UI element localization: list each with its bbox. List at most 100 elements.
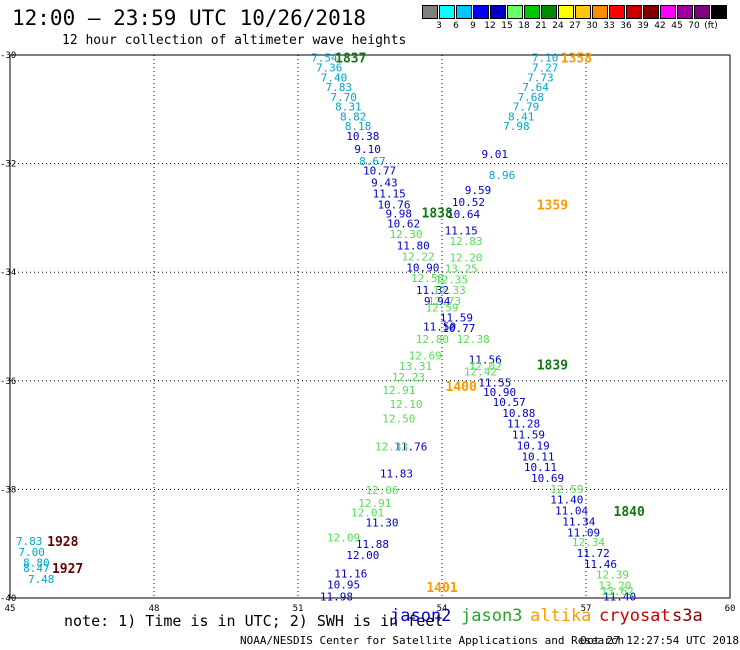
- swh-value: 13.62: [601, 585, 634, 598]
- pass-time-label: 1359: [537, 198, 568, 213]
- swh-value: 11.56: [469, 354, 502, 367]
- legend-s3a: s3a: [672, 606, 703, 626]
- swh-value: 10.11: [524, 461, 557, 474]
- colorbar-swatch: [592, 5, 608, 19]
- colorbar-swatch: [524, 5, 540, 19]
- swh-value: 11.83: [380, 468, 413, 481]
- colorbar-swatch: [643, 5, 659, 19]
- colorbar-label: 27: [569, 21, 581, 31]
- pass-time-label: 1840: [614, 505, 645, 520]
- colorbar-swatch: [422, 5, 438, 19]
- colorbar-swatch: [541, 5, 557, 19]
- swh-value: 7.40: [321, 71, 348, 84]
- y-tick-label: -36: [0, 377, 16, 387]
- swh-value: 8.80: [23, 557, 50, 570]
- swh-value: 10.77: [442, 322, 475, 335]
- swh-value: 12.06: [365, 484, 398, 497]
- swh-value: 9.98: [386, 208, 413, 221]
- swh-value: 12.91: [358, 497, 391, 510]
- pass-time-label: 1358: [561, 52, 592, 67]
- swh-value: 12.33: [375, 441, 408, 454]
- swh-value: 12.39: [596, 569, 629, 582]
- swh-value: 10.38: [346, 130, 379, 143]
- colorbar-label: 6: [453, 21, 459, 31]
- swh-value: 7.36: [316, 61, 343, 74]
- swh-value: 10.90: [483, 386, 516, 399]
- swh-value: 7.10: [532, 52, 559, 65]
- swh-value: 10.52: [452, 196, 485, 209]
- colorbar-swatch: [677, 5, 693, 19]
- note-text: note: 1) Time is in UTC; 2) SWH is in fe…: [64, 612, 444, 630]
- swh-value: 7.27: [532, 61, 559, 74]
- swh-value: 12.34: [572, 536, 605, 549]
- colorbar-label: 42: [654, 21, 666, 31]
- swh-value: 12.01: [351, 507, 384, 520]
- swh-value: 12.59: [425, 301, 458, 314]
- swh-value: 12.30: [389, 228, 422, 241]
- swh-value: 8.82: [340, 110, 367, 123]
- swh-value: 12.91: [382, 384, 415, 397]
- swh-value: 10.90: [406, 261, 439, 274]
- swh-value: 10.88: [502, 407, 535, 420]
- swh-value: 8.18: [345, 120, 372, 133]
- colorbar-swatch: [660, 5, 676, 19]
- swh-value: 11.40: [603, 590, 636, 603]
- swh-value: 11.30: [365, 517, 398, 530]
- swh-value: 7.73: [527, 71, 554, 84]
- swh-value: 12.38: [457, 333, 490, 346]
- colorbar-label: 24: [552, 21, 564, 31]
- colorbar-swatch: [711, 5, 727, 19]
- swh-value: 12.50: [382, 412, 415, 425]
- swh-value: 9.43: [371, 177, 398, 190]
- swh-value: 10.11: [521, 450, 554, 463]
- colorbar-label: (ft): [704, 21, 718, 31]
- swh-value: 10.76: [377, 198, 410, 211]
- swh-value: 9.59: [465, 184, 492, 197]
- swh-value: 12.58: [411, 272, 444, 285]
- pass-time-label: 1839: [537, 359, 568, 374]
- pass-time-label: 1837: [335, 52, 366, 67]
- colorbar-swatch: [609, 5, 625, 19]
- swh-value: 12.02: [469, 360, 502, 373]
- swh-value: 11.15: [445, 224, 478, 237]
- colorbar-swatch: [558, 5, 574, 19]
- swh-value: 10.19: [517, 439, 550, 452]
- colorbar-swatch: [694, 5, 710, 19]
- swh-value: 7.83: [326, 81, 353, 94]
- swh-value: 7.64: [522, 81, 549, 94]
- swh-value: 10.69: [531, 472, 564, 485]
- pass-time-label: 1401: [426, 581, 457, 596]
- colorbar-label: 18: [518, 21, 530, 31]
- swh-value: 12.42: [464, 366, 497, 379]
- colorbar-label: 33: [603, 21, 615, 31]
- y-tick-label: -30: [0, 51, 16, 61]
- swh-value: 12.23: [392, 371, 425, 384]
- colorbar-label: 45: [671, 21, 683, 31]
- swh-value: 13.25: [445, 262, 478, 275]
- colorbar-label: 9: [470, 21, 476, 31]
- swh-value: 7.54: [311, 52, 338, 65]
- swh-value: 7.98: [503, 120, 530, 133]
- swh-value: 11.34: [562, 515, 595, 528]
- swh-value: 8.31: [335, 101, 362, 114]
- swh-value: 7.68: [518, 91, 545, 104]
- swh-value: 11.59: [440, 311, 473, 324]
- swh-value: 13.20: [598, 580, 631, 593]
- swh-value: 11.32: [416, 284, 449, 297]
- wave-height-colorbar: 3 6 9 12 15 18 21 24 27 30 33 36 39 42 45 70 (ft): [422, 5, 732, 35]
- swh-value: 11.76: [394, 441, 427, 454]
- swh-value: 9.01: [482, 148, 509, 161]
- colorbar-swatch: [490, 5, 506, 19]
- swh-value: 12.00: [346, 549, 379, 562]
- plot-frame: [9, 54, 731, 599]
- footer-timestamp: Oct 27 12:27:54 UTC 2018: [580, 634, 739, 647]
- swh-value: 12.35: [435, 273, 468, 286]
- colorbar-label: 15: [501, 21, 513, 31]
- swh-value: 11.98: [320, 590, 353, 603]
- legend-altika: altika: [530, 606, 592, 626]
- page-title: 12:00 — 23:59 UTC 10/26/2018: [12, 6, 367, 30]
- swh-value: 11.50: [423, 321, 456, 334]
- x-tick-label: 60: [725, 604, 736, 614]
- legend-jason3: jason3: [461, 606, 523, 626]
